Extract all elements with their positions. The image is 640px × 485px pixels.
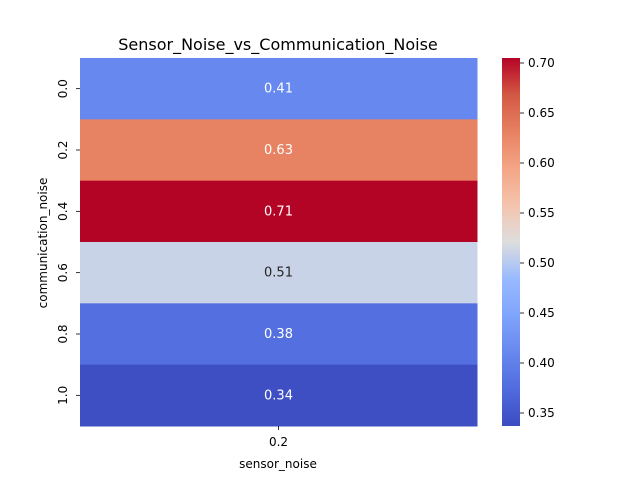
y-tick-label: 0.8 [56, 324, 70, 343]
heatmap-cells: 0.41 0.63 0.71 0.51 0.38 0.34 [80, 58, 478, 427]
y-tick-label: 0.0 [56, 79, 70, 98]
colorbar: 0.35 0.40 0.45 0.50 0.55 0.60 0.65 0.70 [502, 56, 555, 426]
cell-value-label: 0.63 [264, 143, 293, 158]
y-axis-label: communication_noise [36, 178, 50, 309]
cell-value-label: 0.34 [264, 388, 293, 403]
colorbar-tick-label: 0.60 [528, 156, 555, 170]
cell-value-label: 0.41 [264, 82, 293, 97]
x-tick-label: 0.2 [269, 435, 288, 449]
heatmap-cell [80, 180, 478, 243]
colorbar-tick-label: 0.35 [528, 406, 555, 420]
heatmap-cell [80, 303, 478, 366]
colorbar-tick-label: 0.70 [528, 56, 555, 70]
colorbar-gradient [502, 58, 520, 426]
colorbar-tick-label: 0.50 [528, 256, 555, 270]
x-axis: 0.2 [269, 426, 288, 449]
colorbar-tick-label: 0.65 [528, 106, 555, 120]
y-tick-label: 0.2 [56, 140, 70, 159]
heatmap-cell [80, 58, 478, 120]
y-tick-label: 1.0 [56, 386, 70, 405]
cell-value-label: 0.51 [264, 266, 293, 281]
colorbar-tick-label: 0.45 [528, 306, 555, 320]
cell-value-label: 0.71 [264, 204, 293, 219]
heatmap-cell [80, 119, 478, 182]
cell-value-label: 0.38 [264, 327, 293, 342]
colorbar-tick-label: 0.40 [528, 356, 555, 370]
x-axis-label: sensor_noise [239, 457, 317, 471]
chart-title: Sensor_Noise_vs_Communication_Noise [118, 35, 438, 55]
y-tick-label: 0.6 [56, 263, 70, 282]
heatmap-cell [80, 242, 478, 304]
colorbar-tick-label: 0.55 [528, 206, 555, 220]
y-axis: 0.0 0.2 0.4 0.6 0.8 1.0 [56, 79, 80, 405]
heatmap-cell [80, 364, 478, 427]
y-tick-label: 0.4 [56, 202, 70, 221]
